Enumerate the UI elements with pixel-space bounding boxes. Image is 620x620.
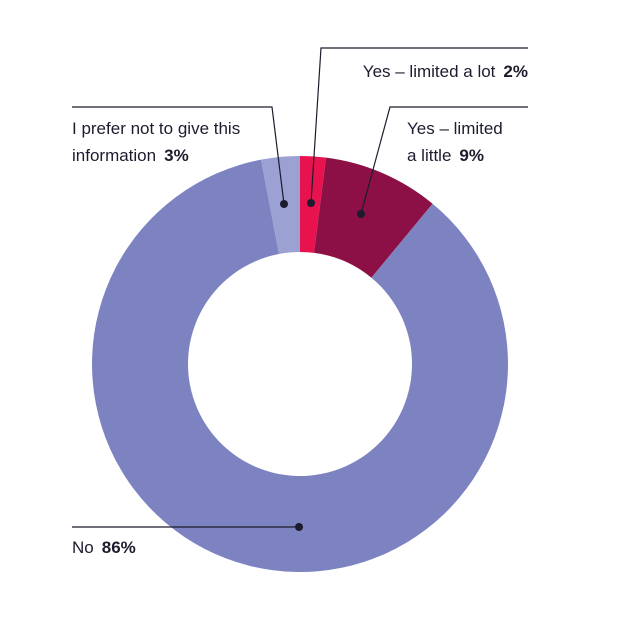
leader-line-limited-a-lot xyxy=(310,47,528,204)
label-limited-a-little-line2: a little 9% xyxy=(407,146,484,165)
leader-line-limited-a-little xyxy=(360,106,528,215)
donut-slice-yes-limited-a-little xyxy=(314,157,433,278)
label-prefer-not: I prefer not to give this xyxy=(72,119,240,138)
anchor-dot-no xyxy=(295,523,303,531)
value-limited-a-little: 9% xyxy=(459,146,484,165)
anchor-dot-prefer-not xyxy=(280,200,288,208)
label-no: No 86% xyxy=(72,538,136,557)
donut-slices xyxy=(91,156,508,572)
value-prefer-not: 3% xyxy=(164,146,189,165)
anchor-dot-limited-a-lot xyxy=(307,199,315,207)
anchor-dot-limited-a-little xyxy=(357,210,365,218)
leader-line-prefer-not xyxy=(72,106,285,205)
value-no: 86% xyxy=(102,538,136,557)
donut-slice-no xyxy=(91,159,508,572)
value-limited-a-lot: 2% xyxy=(503,62,528,81)
label-limited-a-lot: Yes – limited a lot 2% xyxy=(363,62,528,81)
label-limited-a-little: Yes – limited xyxy=(407,119,503,138)
label-prefer-not-line2: information 3% xyxy=(72,146,189,165)
